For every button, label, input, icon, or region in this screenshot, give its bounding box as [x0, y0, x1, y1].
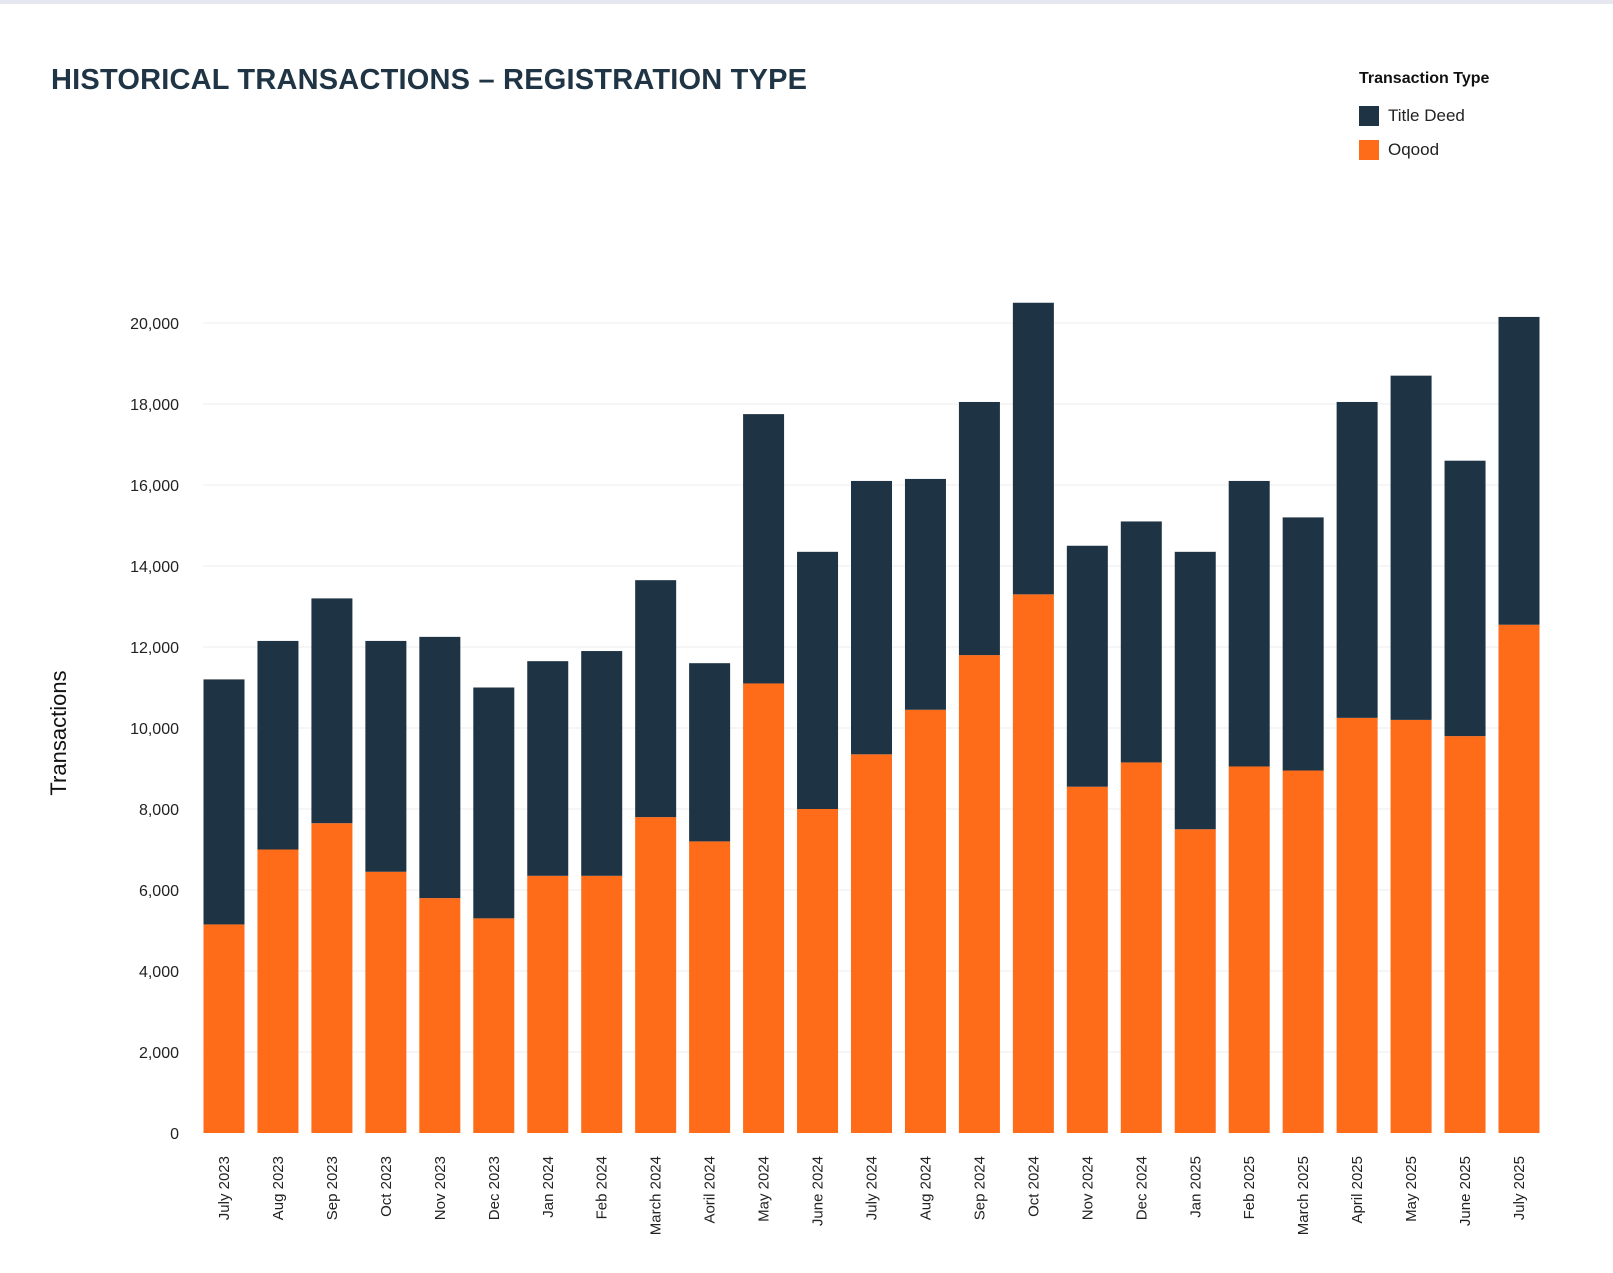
- x-tick-label: March 2025: [1295, 1156, 1312, 1235]
- bar-title-deed: [689, 663, 731, 842]
- bar-title-deed: [1282, 517, 1324, 771]
- bar-oqood: [797, 809, 839, 1133]
- bar-oqood: [1390, 719, 1432, 1133]
- x-tick-label: May 2025: [1403, 1156, 1420, 1222]
- x-tick-label: June 2025: [1457, 1156, 1474, 1226]
- legend-label-title-deed: Title Deed: [1388, 106, 1465, 125]
- bar-title-deed: [743, 414, 785, 684]
- y-tick-label: 10,000: [130, 721, 179, 738]
- bar-title-deed: [958, 401, 1000, 656]
- bar-title-deed: [1174, 551, 1216, 830]
- x-tick-label: Oct 2023: [378, 1156, 395, 1217]
- bar-title-deed: [1336, 401, 1378, 718]
- legend-item-oqood[interactable]: Oqood: [1359, 140, 1579, 160]
- bar-oqood: [958, 655, 1000, 1133]
- bar-title-deed: [1066, 545, 1108, 787]
- x-tick-label: March 2024: [648, 1156, 665, 1235]
- bar-oqood: [419, 898, 461, 1133]
- x-tick-label: July 2023: [216, 1156, 233, 1220]
- bar-oqood: [1120, 762, 1162, 1133]
- bar-oqood: [743, 683, 785, 1133]
- y-tick-label: 6,000: [139, 883, 179, 900]
- x-tick-label: Dec 2023: [486, 1156, 503, 1220]
- x-tick-label: Oct 2024: [1025, 1156, 1042, 1217]
- bar-title-deed: [635, 580, 677, 818]
- bar-title-deed: [203, 679, 245, 925]
- bar-title-deed: [473, 687, 515, 919]
- bar-oqood: [1498, 624, 1540, 1133]
- bar-oqood: [1336, 717, 1378, 1133]
- x-tick-label: July 2024: [864, 1156, 881, 1220]
- x-tick-label: Aug 2024: [917, 1156, 934, 1220]
- x-tick-label: Sep 2023: [324, 1156, 341, 1220]
- x-tick-label: Jan 2025: [1187, 1156, 1204, 1218]
- bar-oqood: [1066, 786, 1108, 1133]
- bar-oqood: [527, 875, 569, 1133]
- legend-swatch-oqood: [1359, 140, 1379, 160]
- x-tick-label: April 2025: [1349, 1156, 1366, 1224]
- bar-oqood: [581, 875, 623, 1133]
- x-tick-label: May 2024: [756, 1156, 773, 1222]
- bar-oqood: [904, 709, 946, 1133]
- y-tick-label: 8,000: [139, 802, 179, 819]
- x-tick-label: July 2025: [1511, 1156, 1528, 1220]
- legend-item-title-deed[interactable]: Title Deed: [1359, 106, 1579, 126]
- bar-title-deed: [365, 640, 407, 872]
- x-tick-label: Aug 2023: [270, 1156, 287, 1220]
- y-tick-label: 0: [170, 1126, 179, 1143]
- bar-title-deed: [257, 640, 299, 850]
- bar-title-deed: [581, 651, 623, 876]
- y-tick-label: 16,000: [130, 478, 179, 495]
- x-tick-label: Sep 2024: [971, 1156, 988, 1220]
- bar-oqood: [1228, 766, 1270, 1133]
- bar-oqood: [1174, 829, 1216, 1133]
- bar-title-deed: [904, 478, 946, 710]
- y-tick-label: 14,000: [130, 559, 179, 576]
- legend-label-oqood: Oqood: [1388, 140, 1440, 159]
- x-tick-label: Feb 2024: [594, 1156, 611, 1219]
- legend: Transaction Type Title Deed Oqood: [1359, 70, 1579, 174]
- bar-title-deed: [419, 636, 461, 899]
- y-tick-label: 18,000: [130, 397, 179, 414]
- y-axis-title: Transactions: [46, 670, 71, 795]
- bar-oqood: [257, 849, 299, 1133]
- bar-title-deed: [527, 661, 569, 876]
- bar-title-deed: [1120, 521, 1162, 763]
- legend-title: Transaction Type: [1359, 70, 1490, 87]
- y-tick-label: 4,000: [139, 964, 179, 981]
- bar-title-deed: [797, 551, 839, 809]
- bar-title-deed: [1444, 460, 1486, 737]
- bar-oqood: [311, 823, 353, 1133]
- y-tick-label: 20,000: [130, 316, 179, 333]
- bar-title-deed: [1498, 316, 1540, 625]
- x-tick-label: Nov 2023: [432, 1156, 449, 1220]
- top-divider: [0, 0, 1613, 4]
- bar-oqood: [473, 918, 515, 1133]
- x-tick-label: Dec 2024: [1133, 1156, 1150, 1220]
- bar-title-deed: [1228, 480, 1270, 767]
- bar-oqood: [851, 754, 892, 1133]
- x-tick-label: Jan 2024: [540, 1156, 557, 1218]
- bar-oqood: [203, 924, 245, 1133]
- legend-swatch-title-deed: [1359, 106, 1379, 126]
- x-tick-label: Aoril 2024: [702, 1156, 719, 1224]
- bar-oqood: [635, 817, 677, 1133]
- y-tick-label: 2,000: [139, 1045, 179, 1062]
- bar-title-deed: [1012, 302, 1054, 595]
- bar-oqood: [1282, 770, 1324, 1133]
- bar-title-deed: [851, 480, 892, 755]
- bar-title-deed: [1390, 375, 1432, 720]
- bar-oqood: [689, 841, 731, 1133]
- x-tick-label: Nov 2024: [1079, 1156, 1096, 1220]
- chart-title: HISTORICAL TRANSACTIONS – REGISTRATION T…: [51, 64, 808, 96]
- y-tick-label: 12,000: [130, 640, 179, 657]
- x-tick-label: Feb 2025: [1241, 1156, 1258, 1219]
- bar-oqood: [365, 871, 407, 1133]
- x-tick-label: June 2024: [810, 1156, 827, 1226]
- bar-title-deed: [311, 598, 353, 824]
- bar-oqood: [1444, 736, 1486, 1133]
- bar-oqood: [1012, 594, 1054, 1133]
